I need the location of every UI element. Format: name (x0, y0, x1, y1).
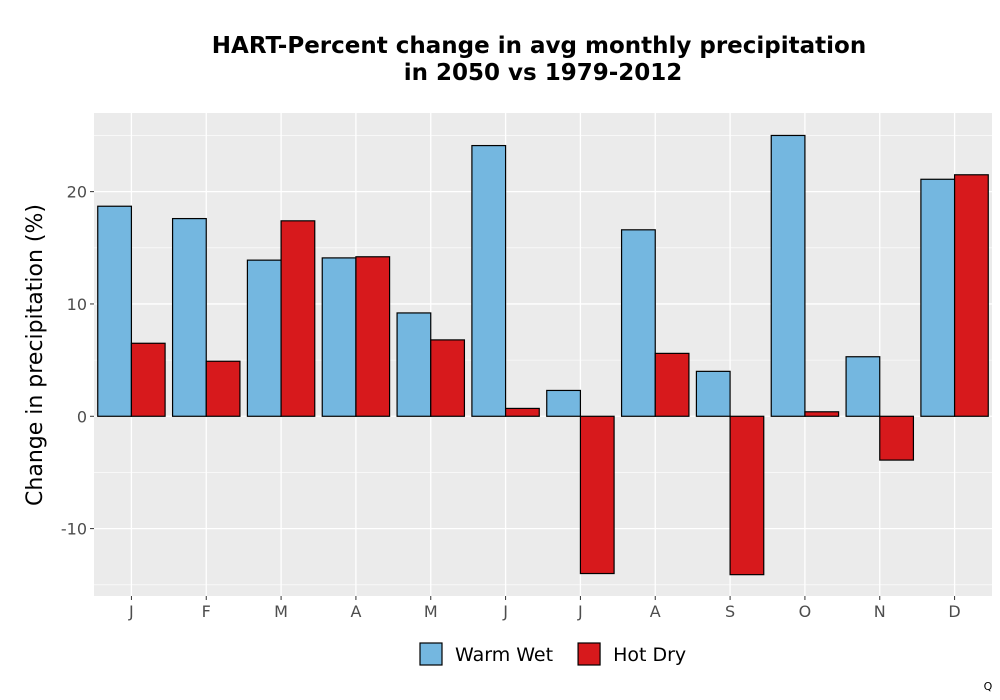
bar-hot-dry (205, 360, 241, 417)
grid-minor (94, 135, 992, 586)
bar-warm-wet (920, 178, 956, 417)
y-tick-label: 0 (77, 407, 87, 426)
x-tick-label: A (350, 602, 361, 621)
x-tick-label: J (502, 602, 508, 621)
legend-key (577, 642, 601, 666)
bar-warm-wet (845, 356, 881, 417)
bar-hot-dry (953, 174, 989, 417)
x-tick-label: O (799, 602, 812, 621)
x-tick-label: N (874, 602, 886, 621)
bar-hot-dry (355, 256, 391, 417)
bar-hot-dry (654, 352, 690, 417)
y-axis: -10 0 10 20 (61, 183, 94, 539)
bar-hot-dry (430, 339, 466, 417)
x-tick-label: M (424, 602, 438, 621)
x-tick-label: J (128, 602, 134, 621)
x-tick-label: F (202, 602, 211, 621)
bar-warm-wet (171, 217, 207, 417)
bar-warm-wet (546, 389, 582, 417)
legend: Warm Wet Hot Dry (419, 642, 686, 666)
legend-label: Hot Dry (613, 644, 686, 666)
x-tick-label: A (650, 602, 661, 621)
x-tick-label: S (725, 602, 735, 621)
x-tick-label: J (577, 602, 583, 621)
legend-key (419, 642, 443, 666)
bar-warm-wet (620, 229, 656, 417)
bar-hot-dry (579, 415, 615, 575)
bar-warm-wet (246, 259, 282, 417)
bar-hot-dry (280, 220, 316, 417)
legend-label: Warm Wet (455, 644, 553, 666)
bar-hot-dry (729, 415, 765, 576)
bar-warm-wet (396, 312, 432, 417)
plot-panel (94, 113, 992, 596)
bar-warm-wet (695, 370, 731, 417)
bar-warm-wet (321, 257, 357, 417)
bar-hot-dry (879, 415, 915, 461)
bar-warm-wet (770, 134, 806, 417)
bar-warm-wet (471, 144, 507, 417)
bar-warm-wet (97, 205, 133, 417)
corner-mark: Q (984, 680, 993, 693)
bar-hot-dry (504, 407, 540, 417)
chart-title-line-2: in 2050 vs 1979-2012 (404, 60, 683, 86)
bar-hot-dry (804, 411, 840, 417)
y-tick-label: -10 (61, 520, 87, 539)
bar-hot-dry (130, 342, 166, 417)
chart-title-line-1: HART-Percent change in avg monthly preci… (212, 33, 866, 59)
x-tick-label: M (274, 602, 288, 621)
y-axis-label: Change in precipitation (%) (23, 204, 48, 506)
y-tick-label: 20 (67, 183, 87, 202)
x-tick-label: D (948, 602, 960, 621)
bars (97, 134, 989, 576)
y-tick-label: 10 (67, 295, 87, 314)
